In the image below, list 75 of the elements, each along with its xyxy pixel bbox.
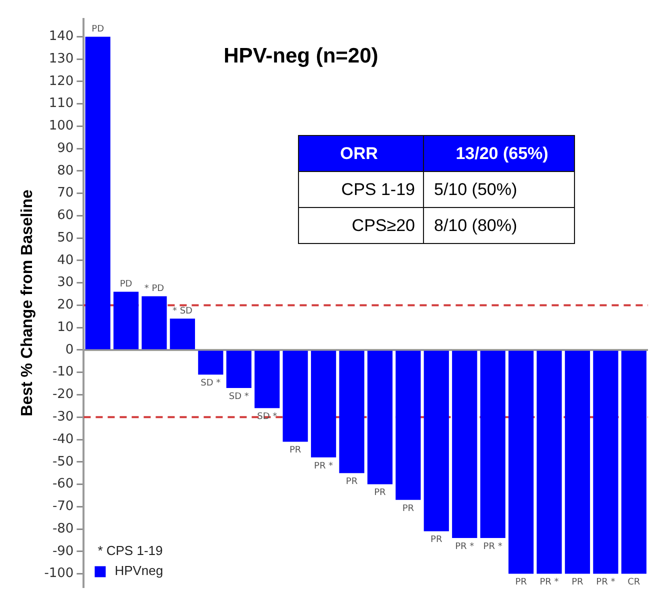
data-label: SD *	[200, 378, 222, 388]
bar	[508, 350, 534, 574]
bar	[170, 318, 196, 350]
bar	[424, 350, 449, 532]
annotation: CPS≥20	[298, 208, 424, 244]
data-label: PR	[572, 578, 584, 588]
data-label: PR	[402, 504, 414, 514]
y-tick-label: 20	[57, 298, 74, 313]
data-label: PD	[120, 280, 132, 290]
bar	[310, 350, 336, 458]
y-tick-label: 90	[57, 140, 74, 156]
bar	[621, 350, 646, 574]
bar	[339, 350, 364, 474]
bar	[282, 350, 308, 442]
data-label: PR *	[314, 461, 334, 472]
bar	[254, 350, 280, 408]
y-tick-label: 140	[48, 29, 74, 44]
y-tick-label: -10	[52, 364, 74, 380]
annotation: 8/10 (80%)	[424, 208, 574, 244]
data-label: PR	[515, 578, 527, 588]
bar	[85, 36, 110, 350]
bar	[396, 350, 421, 500]
data-label: SD *	[228, 392, 250, 402]
data-label: PR	[374, 488, 386, 498]
text: HPV-neg (n=20)	[224, 44, 378, 68]
data-label: PR *	[455, 542, 475, 552]
data-label: * SD	[172, 306, 193, 317]
y-tick-label: 110	[48, 96, 74, 112]
bar	[226, 350, 252, 388]
y-tick-label: 100	[48, 118, 74, 134]
y-tick-label: 60	[57, 208, 74, 224]
y-tick-label: -100	[44, 566, 74, 582]
bar	[113, 292, 139, 350]
y-tick-label: 50	[57, 230, 74, 246]
bar	[536, 350, 562, 574]
y-tick-label: 10	[57, 320, 74, 335]
y-tick-label: 70	[57, 186, 74, 201]
legend-label: HPVneg	[114, 562, 164, 578]
bar	[593, 350, 618, 574]
annotation: 5/10 (50%)	[424, 172, 574, 208]
y-tick-label: -20	[52, 387, 74, 402]
data-label: PR	[289, 446, 302, 456]
bar	[142, 296, 167, 350]
data-label: PR	[346, 476, 358, 487]
data-label: * PD	[144, 284, 164, 294]
y-tick-label: 30	[57, 275, 74, 290]
y-tick-label: -50	[52, 454, 74, 470]
y-tick-label: -70	[52, 499, 74, 514]
y-tick-label: 0	[65, 342, 74, 358]
y-tick-label: -80	[52, 521, 74, 536]
y-tick-label: -30	[52, 410, 74, 425]
annotation: 13/20 (65%)	[424, 136, 574, 172]
y-tick-label: -40	[52, 432, 74, 447]
y-tick-label: 80	[57, 163, 74, 178]
bar	[452, 350, 478, 538]
annotation: ORR	[298, 136, 424, 172]
annotation: CPS 1-19	[298, 172, 424, 208]
data-label: CR	[628, 578, 640, 588]
y-axis-title: Best % Change from Baseline	[19, 190, 36, 416]
y-tick-label: -90	[52, 544, 74, 559]
y-tick-label: -60	[52, 476, 74, 492]
data-label: PR	[430, 535, 442, 546]
data-label: PD	[92, 24, 104, 35]
bar	[198, 350, 224, 375]
data-label: PR *	[596, 578, 616, 588]
data-label: PR *	[483, 542, 503, 552]
data-label: PR *	[540, 578, 560, 588]
y-tick-label: 120	[48, 74, 74, 89]
annotation: * CPS 1-19	[98, 542, 163, 558]
bar	[564, 350, 590, 574]
data-label: SD *	[257, 412, 278, 422]
y-tick-label: 130	[48, 51, 74, 66]
y-tick-label: 40	[57, 252, 74, 268]
bar	[480, 350, 506, 538]
bar	[367, 350, 393, 484]
